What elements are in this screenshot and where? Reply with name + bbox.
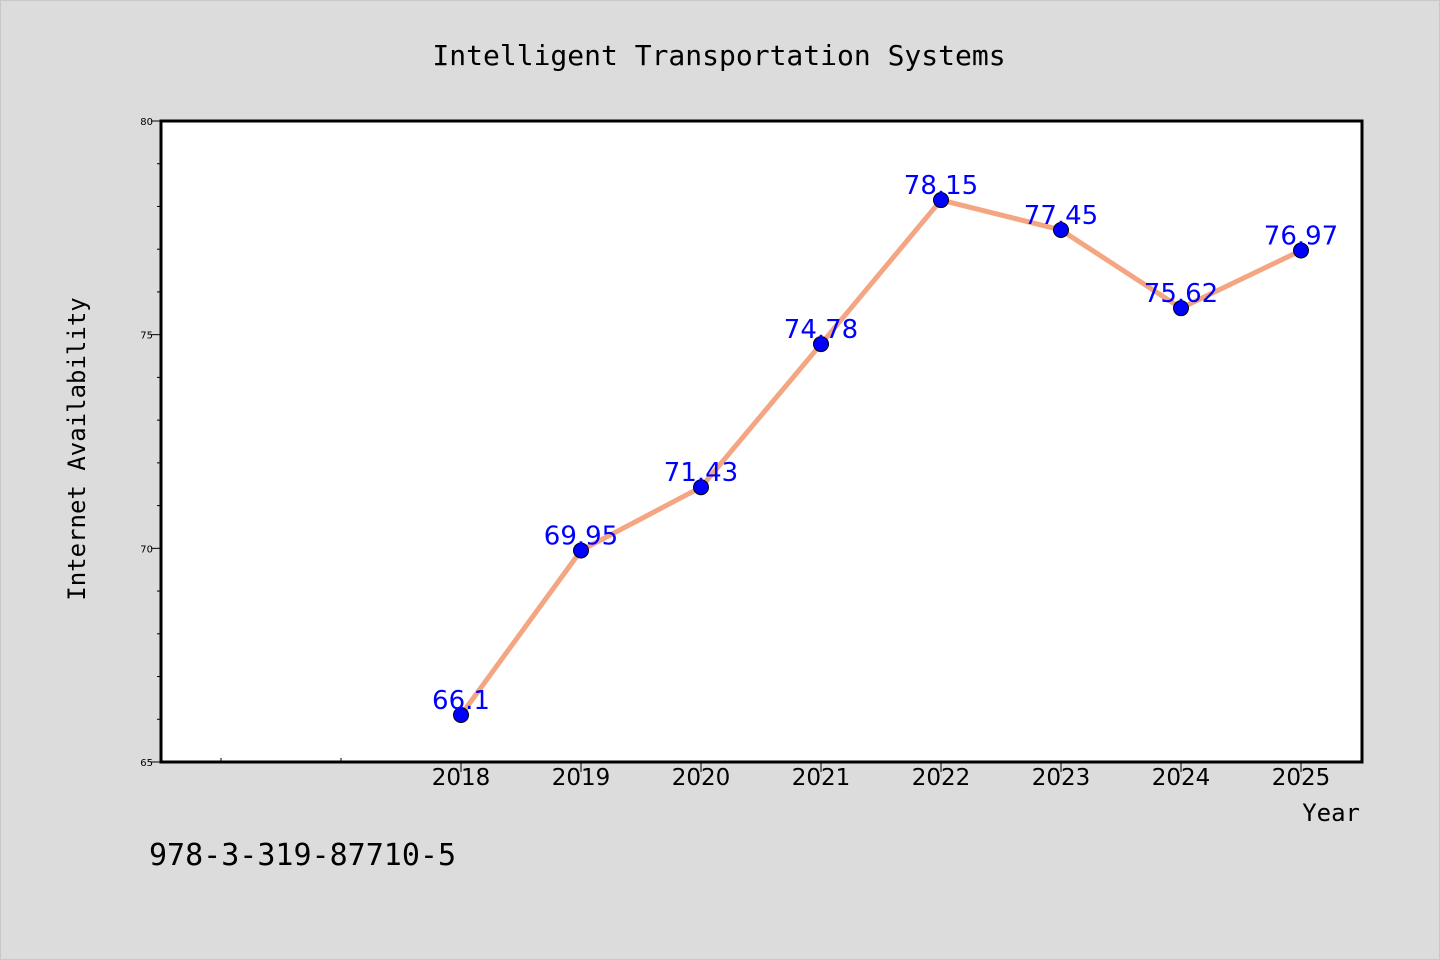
x-tick-label: 2019 (552, 765, 611, 791)
data-point-marker (813, 336, 829, 353)
data-label: 75.62 (1144, 279, 1218, 309)
x-tick-label: 2020 (672, 765, 731, 791)
data-label: 78.15 (904, 171, 978, 201)
marker-layer (453, 192, 1309, 723)
data-label: 66.1 (432, 686, 490, 716)
y-axis-label: Internet Availability (63, 297, 91, 600)
chart-title: Intelligent Transportation Systems (432, 39, 1005, 72)
x-tick-label: 2023 (1032, 765, 1091, 791)
x-tick-label: 2025 (1272, 765, 1331, 791)
tick-layer: 65 70 75 80 2018 2019 2020 2021 2022 2023 2024 2025 (140, 117, 1330, 791)
x-axis-label: Year (1302, 799, 1360, 827)
data-label: 71.43 (664, 458, 738, 488)
data-label: 74.78 (784, 315, 858, 345)
series-line-layer (458, 197, 1304, 718)
data-point-marker (1293, 242, 1309, 259)
data-point-marker (933, 192, 949, 209)
x-tick-label: 2024 (1152, 765, 1211, 791)
data-point-marker (693, 479, 709, 496)
data-point-marker (573, 542, 589, 559)
y-tick-label: 75 (140, 331, 153, 342)
y-tick-label: 65 (140, 758, 153, 769)
plot-frame (159, 119, 1364, 764)
series-line (458, 197, 1304, 718)
data-point-marker (1173, 300, 1189, 317)
data-label-layer: 66.1 69.95 71.43 74.78 78.15 77.45 75.62 76.97 (432, 171, 1338, 716)
data-point-marker (453, 706, 469, 723)
data-point-marker (1053, 221, 1069, 238)
x-tick-label: 2021 (792, 765, 851, 791)
isbn-text: 978-3-319-87710-5 (149, 838, 456, 873)
x-tick-label: 2022 (912, 765, 971, 791)
plot-area (161, 121, 1362, 762)
x-tick-label: 2018 (432, 765, 491, 791)
y-tick-label: 70 (140, 544, 153, 555)
y-tick-label: 80 (140, 117, 153, 128)
data-label: 76.97 (1264, 221, 1338, 251)
data-label: 77.45 (1024, 201, 1098, 231)
data-label: 69.95 (544, 521, 618, 551)
